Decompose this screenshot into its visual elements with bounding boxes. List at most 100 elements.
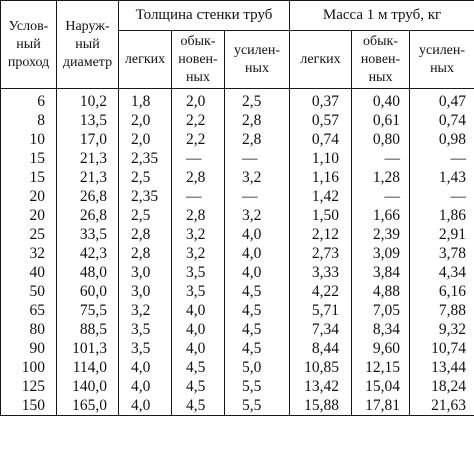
table-row: 15 21,3 2,35— —1,10— —	[0, 149, 474, 168]
cell-thickness-reinforced: 4,5	[223, 282, 291, 301]
cell-mass-light: 0,57	[289, 111, 353, 130]
cell-nominal-bore: 65	[0, 301, 57, 320]
cell-mass-reinforced: 3,78	[409, 244, 474, 263]
cell-mass-light: 1,50	[289, 206, 353, 225]
cell-mass-reinforced: 2,91	[409, 225, 474, 244]
table-row: 15 21,3 2,5 2,8 3,2 1,16 1,28 1,43	[0, 168, 474, 187]
cell-outer-diameter: 75,5	[56, 301, 119, 320]
cell-thickness-reinforced: 4,5	[223, 301, 291, 320]
header-mass-ordinary: обык-новен-ных	[351, 30, 411, 89]
cell-outer-diameter: 140,0	[56, 377, 119, 396]
cell-outer-diameter: 101,3	[56, 339, 119, 358]
cell-thickness-reinforced: 3,2	[223, 168, 291, 187]
cell-thickness-reinforced: —	[223, 149, 291, 168]
cell-thickness-reinforced: 3,2	[223, 206, 291, 225]
cell-thickness-ordinary: 3,5	[171, 263, 225, 282]
cell-outer-diameter: 88,5	[56, 320, 119, 339]
table-row: 32 42,3 2,8 3,2 4,0 2,73 3,09 3,78	[0, 244, 474, 263]
cell-thickness-light: 3,0	[118, 263, 172, 282]
cell-mass-light: 5,71	[289, 301, 353, 320]
cell-mass-ordinary: 0,40	[351, 88, 411, 111]
cell-nominal-bore: 20	[0, 206, 57, 225]
cell-nominal-bore: 100	[0, 358, 57, 377]
header-thickness-ordinary: обык-новен-ных	[171, 30, 225, 89]
cell-thickness-ordinary: 4,5	[171, 358, 225, 377]
cell-mass-reinforced: 13,44	[409, 358, 474, 377]
cell-nominal-bore: 50	[0, 282, 57, 301]
cell-mass-light: 15,88	[289, 396, 353, 416]
cell-thickness-ordinary: 4,5	[171, 377, 225, 396]
cell-thickness-light: 2,8	[118, 225, 172, 244]
cell-outer-diameter: 26,8	[56, 187, 119, 206]
cell-thickness-reinforced: 2,5	[223, 88, 291, 111]
cell-thickness-light: 3,5	[118, 339, 172, 358]
cell-thickness-reinforced: 4,0	[223, 225, 291, 244]
cell-mass-reinforced: 4,34	[409, 263, 474, 282]
cell-outer-diameter: 21,3	[56, 149, 119, 168]
cell-nominal-bore: 80	[0, 320, 57, 339]
cell-thickness-ordinary: —	[171, 149, 225, 168]
cell-mass-light: 10,85	[289, 358, 353, 377]
cell-nominal-bore: 32	[0, 244, 57, 263]
cell-outer-diameter: 21,3	[56, 168, 119, 187]
cell-thickness-light: 2,0	[118, 130, 172, 149]
cell-outer-diameter: 114,0	[56, 358, 119, 377]
cell-mass-reinforced: 18,24	[409, 377, 474, 396]
cell-thickness-light: 3,2	[118, 301, 172, 320]
cell-mass-ordinary: 2,39	[351, 225, 411, 244]
cell-outer-diameter: 10,2	[56, 88, 119, 111]
header-thickness-light: легких	[118, 30, 172, 89]
cell-thickness-ordinary: 2,8	[171, 206, 225, 225]
table-row: 125 140,0 4,0 4,5 5,5 13,42 15,04 18,24	[0, 377, 474, 396]
cell-thickness-ordinary: —	[171, 187, 225, 206]
table-row: 40 48,0 3,0 3,5 4,0 3,33 3,84 4,34	[0, 263, 474, 282]
cell-thickness-reinforced: 2,8	[223, 130, 291, 149]
cell-mass-reinforced: 6,16	[409, 282, 474, 301]
table-row: 150 165,0 4,0 4,5 5,5 15,88 17,81 21,63	[0, 396, 474, 416]
cell-mass-light: 13,42	[289, 377, 353, 396]
cell-mass-light: 2,73	[289, 244, 353, 263]
cell-thickness-light: 2,0	[118, 111, 172, 130]
cell-mass-reinforced: 7,88	[409, 301, 474, 320]
cell-thickness-ordinary: 4,0	[171, 339, 225, 358]
cell-nominal-bore: 8	[0, 111, 57, 130]
cell-nominal-bore: 125	[0, 377, 57, 396]
cell-thickness-ordinary: 4,0	[171, 320, 225, 339]
cell-mass-reinforced: 0,98	[409, 130, 474, 149]
cell-thickness-light: 4,0	[118, 377, 172, 396]
cell-nominal-bore: 25	[0, 225, 57, 244]
table-row: 65 75,5 3,2 4,0 4,5 5,71 7,05 7,88	[0, 301, 474, 320]
header-mass-reinforced: усилен-ных	[409, 30, 474, 89]
cell-thickness-light: 2,8	[118, 244, 172, 263]
cell-mass-ordinary: 1,28	[351, 168, 411, 187]
cell-nominal-bore: 20	[0, 187, 57, 206]
cell-thickness-ordinary: 4,5	[171, 396, 225, 416]
cell-mass-reinforced: —	[409, 187, 474, 206]
table-row: 20 26,8 2,5 2,8 3,2 1,50 1,66 1,86	[0, 206, 474, 225]
cell-outer-diameter: 42,3	[56, 244, 119, 263]
cell-thickness-reinforced: 4,5	[223, 320, 291, 339]
cell-mass-reinforced: 1,43	[409, 168, 474, 187]
cell-mass-ordinary: 8,34	[351, 320, 411, 339]
cell-mass-ordinary: 1,66	[351, 206, 411, 225]
cell-outer-diameter: 165,0	[56, 396, 119, 416]
cell-mass-light: 4,22	[289, 282, 353, 301]
cell-mass-reinforced: 0,74	[409, 111, 474, 130]
cell-outer-diameter: 48,0	[56, 263, 119, 282]
cell-thickness-reinforced: —	[223, 187, 291, 206]
cell-mass-light: 8,44	[289, 339, 353, 358]
cell-mass-ordinary: —	[351, 187, 411, 206]
cell-mass-light: 3,33	[289, 263, 353, 282]
cell-nominal-bore: 6	[0, 88, 57, 111]
table-row: 20 26,8 2,35— —1,42— —	[0, 187, 474, 206]
cell-thickness-ordinary: 3,5	[171, 282, 225, 301]
cell-mass-light: 0,37	[289, 88, 353, 111]
cell-outer-diameter: 13,5	[56, 111, 119, 130]
cell-mass-ordinary: 3,84	[351, 263, 411, 282]
cell-thickness-ordinary: 3,2	[171, 225, 225, 244]
table-row: 80 88,5 3,5 4,0 4,5 7,34 8,34 9,32	[0, 320, 474, 339]
cell-mass-light: 1,16	[289, 168, 353, 187]
pipe-specification-table: Услов-ный проход Наруж-ный диаметр Толщина…	[0, 0, 474, 416]
cell-thickness-light: 3,5	[118, 320, 172, 339]
cell-nominal-bore: 90	[0, 339, 57, 358]
